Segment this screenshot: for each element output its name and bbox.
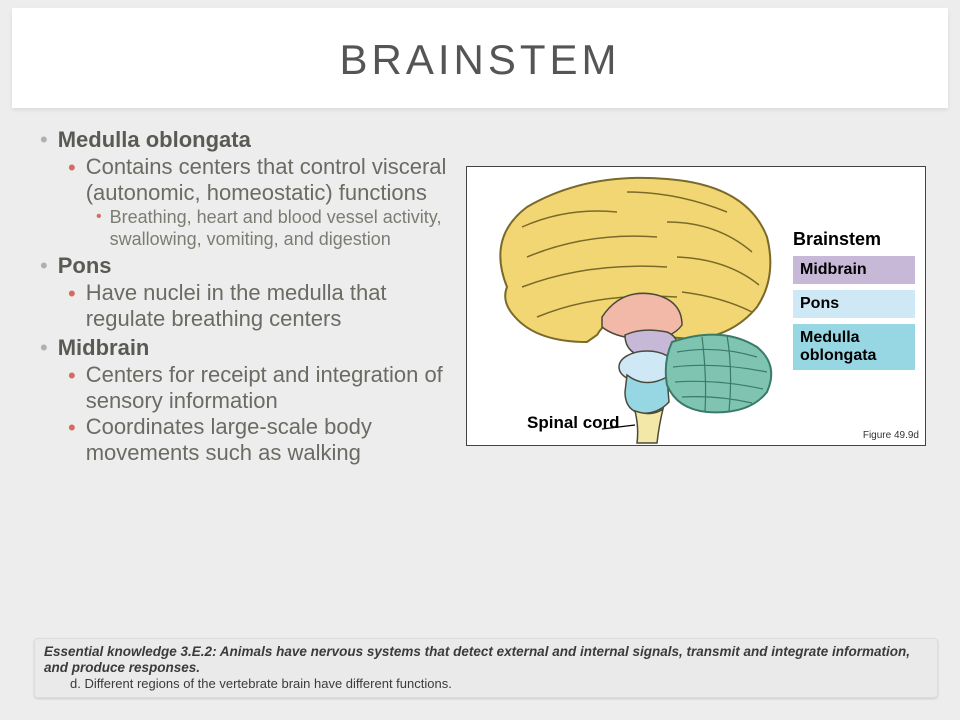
bullet-icon: •	[40, 252, 48, 280]
brain-figure: Brainstem Midbrain Pons Medulla oblongat…	[466, 166, 926, 446]
list-item: • Pons • Have nuclei in the medulla that…	[40, 252, 460, 332]
essential-knowledge-text: Essential knowledge 3.E.2: Animals have …	[44, 644, 928, 676]
list-item: • Coordinates large-scale body movements…	[68, 414, 460, 466]
figure-legend: Brainstem Midbrain Pons Medulla oblongat…	[793, 229, 915, 376]
list-item: • Contains centers that control visceral…	[68, 154, 460, 250]
bullet-icon: •	[68, 280, 76, 308]
text-column: • Medulla oblongata • Contains centers t…	[40, 126, 460, 468]
bullet-list: • Medulla oblongata • Contains centers t…	[40, 126, 460, 466]
slide: BRAINSTEM • Medulla oblongata • Contains…	[12, 8, 948, 712]
spinal-cord-label: Spinal cord	[527, 413, 620, 433]
legend-item-medulla: Medulla oblongata	[793, 324, 915, 370]
bullet-icon: •	[68, 362, 76, 390]
bullet-icon: •	[40, 334, 48, 362]
bullet-icon: •	[96, 206, 102, 228]
title-band: BRAINSTEM	[12, 8, 948, 108]
content-area: • Medulla oblongata • Contains centers t…	[12, 108, 948, 468]
bullet-text: Breathing, heart and blood vessel activi…	[110, 206, 460, 250]
figure-caption: Figure 49.9d	[863, 430, 919, 441]
essential-knowledge-box: Essential knowledge 3.E.2: Animals have …	[34, 638, 938, 698]
bullet-text: Have nuclei in the medulla that regulate…	[86, 280, 460, 332]
list-item: • Breathing, heart and blood vessel acti…	[96, 206, 460, 250]
bullet-label: Pons	[58, 252, 112, 280]
list-item: • Have nuclei in the medulla that regula…	[68, 280, 460, 332]
bullet-text: Contains centers that control visceral (…	[86, 154, 460, 206]
legend-item-midbrain: Midbrain	[793, 256, 915, 284]
essential-knowledge-subtext: d. Different regions of the vertebrate b…	[44, 676, 928, 692]
bullet-icon: •	[40, 126, 48, 154]
bullet-label: Medulla oblongata	[58, 126, 251, 154]
bullet-label: Midbrain	[58, 334, 150, 362]
legend-title: Brainstem	[793, 229, 915, 250]
bullet-text: Centers for receipt and integration of s…	[86, 362, 460, 414]
list-item: • Medulla oblongata • Contains centers t…	[40, 126, 460, 250]
figure-column: Brainstem Midbrain Pons Medulla oblongat…	[466, 126, 930, 468]
bullet-icon: •	[68, 154, 76, 182]
bullet-text: Coordinates large-scale body movements s…	[86, 414, 460, 466]
bullet-icon: •	[68, 414, 76, 442]
list-item: • Midbrain • Centers for receipt and int…	[40, 334, 460, 466]
legend-item-pons: Pons	[793, 290, 915, 318]
slide-title: BRAINSTEM	[12, 36, 948, 84]
list-item: • Centers for receipt and integration of…	[68, 362, 460, 414]
